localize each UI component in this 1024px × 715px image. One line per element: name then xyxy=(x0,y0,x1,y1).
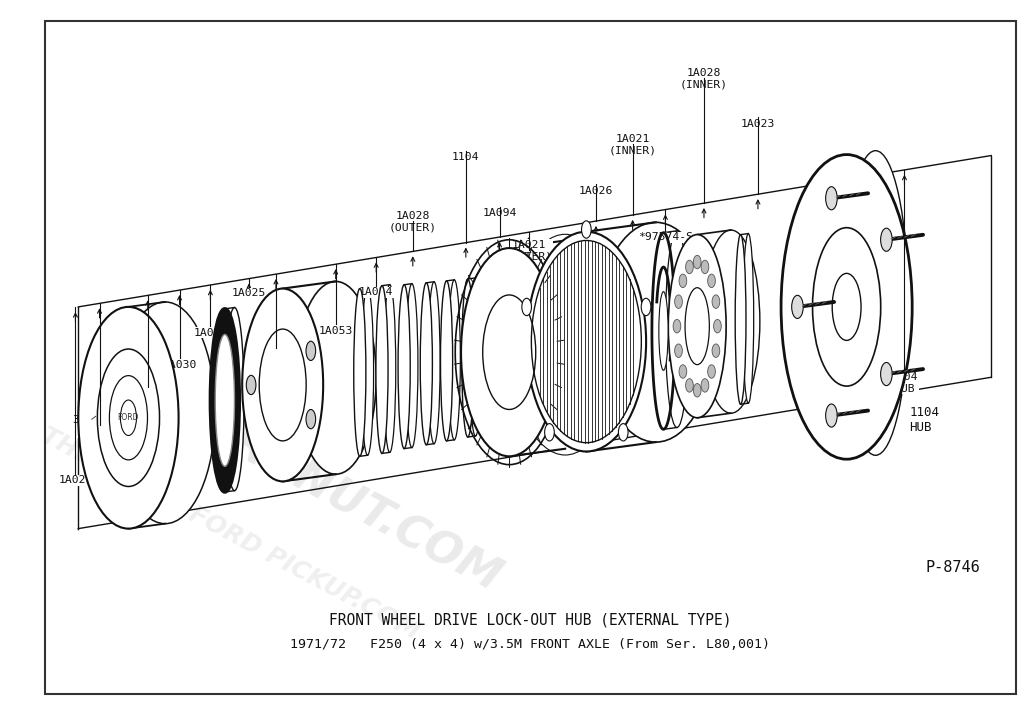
Text: 1A030: 1A030 xyxy=(163,360,197,370)
Ellipse shape xyxy=(406,284,418,448)
Ellipse shape xyxy=(115,302,215,523)
Ellipse shape xyxy=(97,349,160,486)
Ellipse shape xyxy=(522,298,531,315)
Text: 1A029: 1A029 xyxy=(58,475,92,485)
Text: FORDNUT.COM: FORDNUT.COM xyxy=(164,390,508,600)
Text: 1A021
(INNER): 1A021 (INNER) xyxy=(608,134,656,156)
Text: P-8746: P-8746 xyxy=(926,560,980,575)
Ellipse shape xyxy=(210,309,240,492)
Ellipse shape xyxy=(712,344,720,358)
Ellipse shape xyxy=(675,295,682,308)
Ellipse shape xyxy=(833,273,861,340)
Ellipse shape xyxy=(825,404,838,427)
Ellipse shape xyxy=(306,410,315,429)
Ellipse shape xyxy=(353,289,366,456)
Text: 1A023: 1A023 xyxy=(740,119,775,129)
Ellipse shape xyxy=(110,375,147,460)
Ellipse shape xyxy=(881,228,892,251)
Ellipse shape xyxy=(812,227,881,386)
Ellipse shape xyxy=(735,235,745,404)
Ellipse shape xyxy=(78,307,178,528)
Ellipse shape xyxy=(398,285,411,448)
Ellipse shape xyxy=(686,260,693,274)
Ellipse shape xyxy=(517,240,613,449)
Ellipse shape xyxy=(712,295,720,308)
Ellipse shape xyxy=(596,222,716,442)
Ellipse shape xyxy=(666,231,688,428)
Ellipse shape xyxy=(686,379,693,392)
Text: THE '67-'72 FORD PICKUP.COM: THE '67-'72 FORD PICKUP.COM xyxy=(36,423,423,644)
Ellipse shape xyxy=(701,379,709,392)
Ellipse shape xyxy=(792,295,803,318)
Ellipse shape xyxy=(376,286,388,453)
Ellipse shape xyxy=(545,423,554,441)
Text: 1A092: 1A092 xyxy=(130,388,165,398)
Ellipse shape xyxy=(462,279,474,437)
Ellipse shape xyxy=(482,295,536,410)
Ellipse shape xyxy=(259,329,306,441)
Ellipse shape xyxy=(449,280,461,440)
Ellipse shape xyxy=(247,375,256,395)
Text: 302298-S
(U-404): 302298-S (U-404) xyxy=(72,415,127,437)
Text: 1A094: 1A094 xyxy=(482,208,517,218)
Ellipse shape xyxy=(781,154,912,459)
Text: 1104: 1104 xyxy=(452,152,479,162)
Ellipse shape xyxy=(708,274,716,287)
Ellipse shape xyxy=(428,282,440,444)
Text: 1A053: 1A053 xyxy=(318,326,353,336)
Text: *97574-S: *97574-S xyxy=(638,232,693,242)
Ellipse shape xyxy=(679,274,687,287)
Ellipse shape xyxy=(701,260,709,274)
Ellipse shape xyxy=(306,341,315,360)
Ellipse shape xyxy=(702,230,760,413)
Ellipse shape xyxy=(685,287,710,365)
Text: 1A050: 1A050 xyxy=(194,327,227,337)
Ellipse shape xyxy=(742,234,754,403)
Text: 1104
HUB: 1104 HUB xyxy=(909,406,939,434)
Ellipse shape xyxy=(243,289,324,481)
Ellipse shape xyxy=(420,283,432,445)
Ellipse shape xyxy=(469,278,481,436)
Ellipse shape xyxy=(693,255,701,269)
Text: 1A021
(OUTER): 1A021 (OUTER) xyxy=(505,240,553,262)
Text: 1971/72   F250 (4 x 4) w/3.5M FRONT AXLE (From Ser. L80,001): 1971/72 F250 (4 x 4) w/3.5M FRONT AXLE (… xyxy=(291,638,770,651)
Ellipse shape xyxy=(121,400,136,435)
Ellipse shape xyxy=(582,221,591,238)
Ellipse shape xyxy=(675,344,682,358)
Ellipse shape xyxy=(843,151,908,455)
Ellipse shape xyxy=(693,383,701,397)
Ellipse shape xyxy=(511,235,620,455)
Ellipse shape xyxy=(440,281,453,441)
Ellipse shape xyxy=(384,285,395,453)
Ellipse shape xyxy=(708,365,716,378)
Ellipse shape xyxy=(618,423,628,441)
Ellipse shape xyxy=(526,232,646,451)
Ellipse shape xyxy=(825,187,838,209)
Ellipse shape xyxy=(669,235,726,418)
Ellipse shape xyxy=(881,363,892,385)
Ellipse shape xyxy=(658,292,668,370)
Text: 1104
HUB: 1104 HUB xyxy=(891,372,919,394)
Text: 1A093: 1A093 xyxy=(259,350,293,360)
Text: 1A028
(OUTER): 1A028 (OUTER) xyxy=(389,211,437,232)
Ellipse shape xyxy=(461,248,557,456)
Text: 1A054: 1A054 xyxy=(359,287,393,297)
Text: 1A025: 1A025 xyxy=(231,288,266,298)
Ellipse shape xyxy=(673,320,681,333)
Text: FORD: FORD xyxy=(118,413,139,423)
Ellipse shape xyxy=(225,307,244,490)
Ellipse shape xyxy=(679,365,687,378)
Text: 1A028
(INNER): 1A028 (INNER) xyxy=(680,69,728,90)
Ellipse shape xyxy=(361,287,374,455)
Text: 1A026: 1A026 xyxy=(579,186,613,196)
Ellipse shape xyxy=(215,335,234,466)
Ellipse shape xyxy=(714,320,721,333)
Ellipse shape xyxy=(641,298,651,315)
Ellipse shape xyxy=(295,282,376,474)
Text: FRONT WHEEL DRIVE LOCK-OUT HUB (EXTERNAL TYPE): FRONT WHEEL DRIVE LOCK-OUT HUB (EXTERNAL… xyxy=(329,613,732,628)
